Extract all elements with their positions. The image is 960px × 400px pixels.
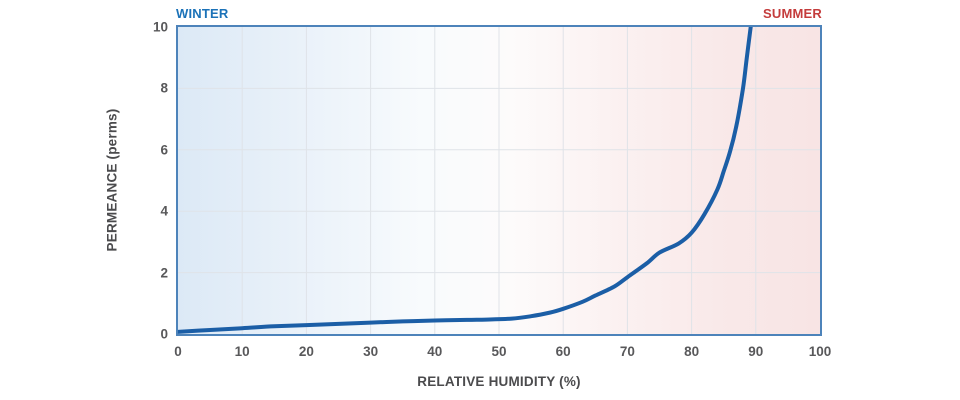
y-tick-label: 10 xyxy=(152,19,168,35)
x-tick-label: 20 xyxy=(298,344,314,359)
chart-svg xyxy=(178,27,820,334)
summer-zone-label: SUMMER xyxy=(763,6,822,21)
permeance-curve-line xyxy=(178,27,753,334)
y-tick-label: 4 xyxy=(160,203,168,219)
x-tick-label: 50 xyxy=(491,344,507,359)
x-tick-label: 40 xyxy=(427,344,443,359)
x-tick-label: 60 xyxy=(555,344,571,359)
y-tick-label: 8 xyxy=(160,80,168,96)
y-tick-label: 6 xyxy=(160,142,168,158)
x-tick-label: 10 xyxy=(234,344,250,359)
y-tick-label: 2 xyxy=(160,265,168,281)
x-tick-label: 30 xyxy=(363,344,379,359)
winter-zone-label: WINTER xyxy=(176,6,229,21)
x-axis-title: RELATIVE HUMIDITY (%) xyxy=(417,374,581,389)
x-tick-label: 70 xyxy=(619,344,635,359)
x-tick-label: 90 xyxy=(748,344,764,359)
y-tick-label: 0 xyxy=(160,326,168,342)
y-axis-title: PERMEANCE (perms) xyxy=(104,108,120,252)
x-tick-label: 80 xyxy=(684,344,700,359)
plot-area xyxy=(176,25,822,336)
x-tick-label: 0 xyxy=(174,344,182,359)
x-tick-label: 100 xyxy=(808,344,832,359)
